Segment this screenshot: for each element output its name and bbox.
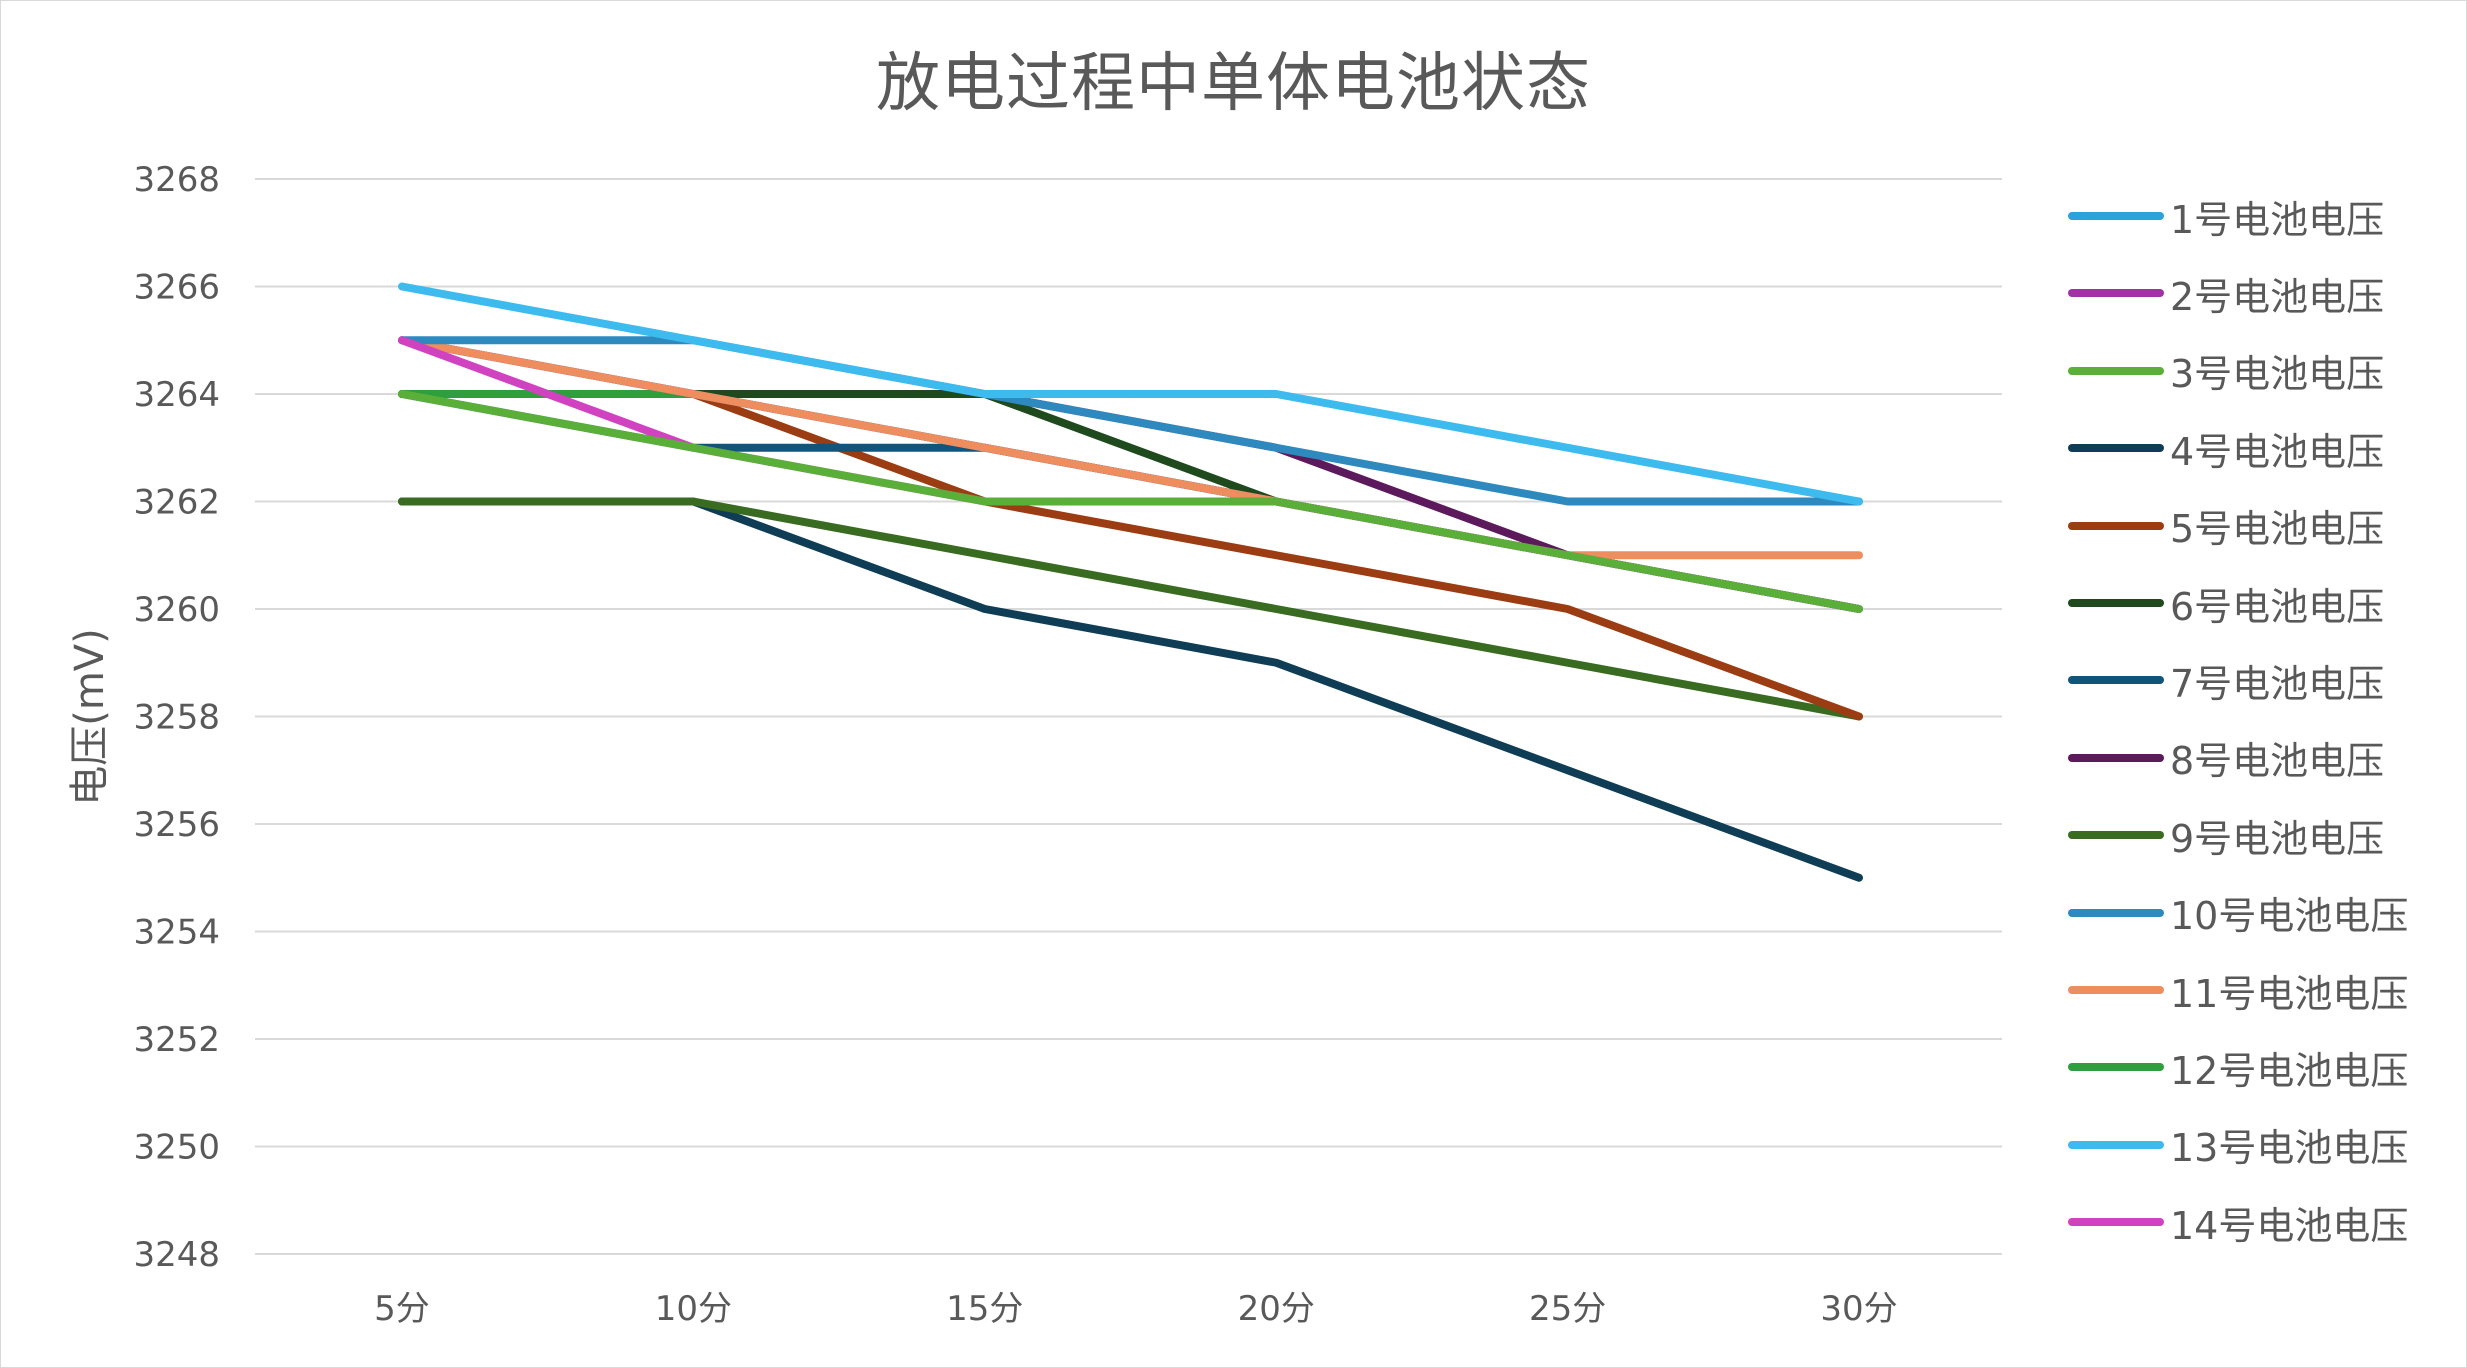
y-tick-label: 3258 <box>133 698 220 738</box>
gridlines <box>255 178 2002 1255</box>
legend-label: 10号电池电压 <box>2170 894 2409 939</box>
y-tick-label: 3254 <box>133 913 220 953</box>
legend-swatch <box>2068 1140 2164 1149</box>
legend-item: 4号电池电压 <box>2068 418 2384 478</box>
y-tick-label: 3256 <box>133 805 220 845</box>
y-tick-label: 3248 <box>133 1235 220 1275</box>
x-tick-label: 30分 <box>1820 1289 1897 1329</box>
y-tick-label: 3252 <box>133 1020 220 1060</box>
legend-swatch <box>2068 753 2164 762</box>
legend-item: 10号电池电压 <box>2068 883 2408 943</box>
legend-label: 6号电池电压 <box>2170 584 2385 629</box>
legend-label: 4号电池电压 <box>2170 429 2385 474</box>
legend-swatch <box>2068 212 2164 220</box>
legend-label: 3号电池电压 <box>2170 352 2385 397</box>
series-line-9 <box>398 497 1863 721</box>
legend-item: 12号电池电压 <box>2068 1037 2408 1097</box>
legend-label: 8号电池电压 <box>2170 739 2385 784</box>
legend-label: 13号电池电压 <box>2170 1126 2409 1171</box>
x-tick-label: 10分 <box>655 1289 732 1329</box>
legend-label: 9号电池电压 <box>2170 816 2385 861</box>
legend-label: 14号电池电压 <box>2170 1203 2409 1248</box>
legend-swatch <box>2068 366 2164 375</box>
legend-item: 3号电池电压 <box>2068 341 2384 401</box>
legend-swatch <box>2068 444 2164 453</box>
legend-item: 9号电池电压 <box>2068 805 2384 865</box>
legend-item: 6号电池电压 <box>2068 573 2384 633</box>
legend-label: 11号电池电压 <box>2170 971 2409 1016</box>
legend-label: 2号电池电压 <box>2170 274 2385 319</box>
y-axis-ticks: 3248 3250 3252 3254 3256 3258 3260 3262 3264 3266… <box>133 160 220 1275</box>
legend-item: 8号电池电压 <box>2068 728 2384 788</box>
series-line-13 <box>398 282 1863 506</box>
legend-item: 11号电池电压 <box>2068 960 2408 1020</box>
y-tick-label: 3262 <box>133 483 220 523</box>
legend-swatch <box>2068 831 2164 840</box>
y-tick-label: 3260 <box>133 590 220 630</box>
x-tick-label: 25分 <box>1529 1289 1606 1329</box>
series-line-10 <box>398 336 1863 506</box>
x-tick-label: 15分 <box>946 1289 1023 1329</box>
legend-item: 7号电池电压 <box>2068 650 2384 710</box>
legend-item: 14号电池电压 <box>2068 1192 2408 1252</box>
legend-item: 2号电池电压 <box>2068 263 2384 323</box>
legend-item: 13号电池电压 <box>2068 1115 2408 1175</box>
legend-swatch <box>2068 521 2164 530</box>
series-lines <box>398 282 1863 882</box>
y-tick-label: 3264 <box>133 375 220 415</box>
x-tick-label: 20分 <box>1238 1289 1315 1329</box>
legend-item: 1号电池电压 <box>2068 186 2384 246</box>
legend-swatch <box>2068 676 2164 685</box>
series-line-11 <box>398 336 1863 560</box>
legend-swatch <box>2068 986 2164 994</box>
series-line-3 <box>398 390 1863 613</box>
legend-label: 7号电池电压 <box>2170 661 2385 706</box>
legend-label: 12号电池电压 <box>2170 1048 2409 1093</box>
x-axis-ticks: 5分 10分 15分 20分 25分 30分 <box>374 1289 1897 1329</box>
legend-swatch <box>2068 599 2164 607</box>
legend-swatch <box>2068 1218 2164 1227</box>
legend-swatch <box>2068 908 2164 917</box>
chart-title: 放电过程中单体电池状态 <box>876 47 1591 121</box>
y-tick-label: 3268 <box>133 160 220 200</box>
legend-item: 5号电池电压 <box>2068 496 2384 556</box>
y-tick-label: 3250 <box>133 1128 220 1168</box>
legend-swatch <box>2068 289 2164 298</box>
legend-swatch <box>2068 1063 2164 1072</box>
legend-label: 1号电池电压 <box>2170 197 2385 242</box>
y-tick-label: 3266 <box>133 268 220 308</box>
x-tick-label: 5分 <box>374 1289 430 1329</box>
legend-label: 5号电池电压 <box>2170 507 2385 552</box>
